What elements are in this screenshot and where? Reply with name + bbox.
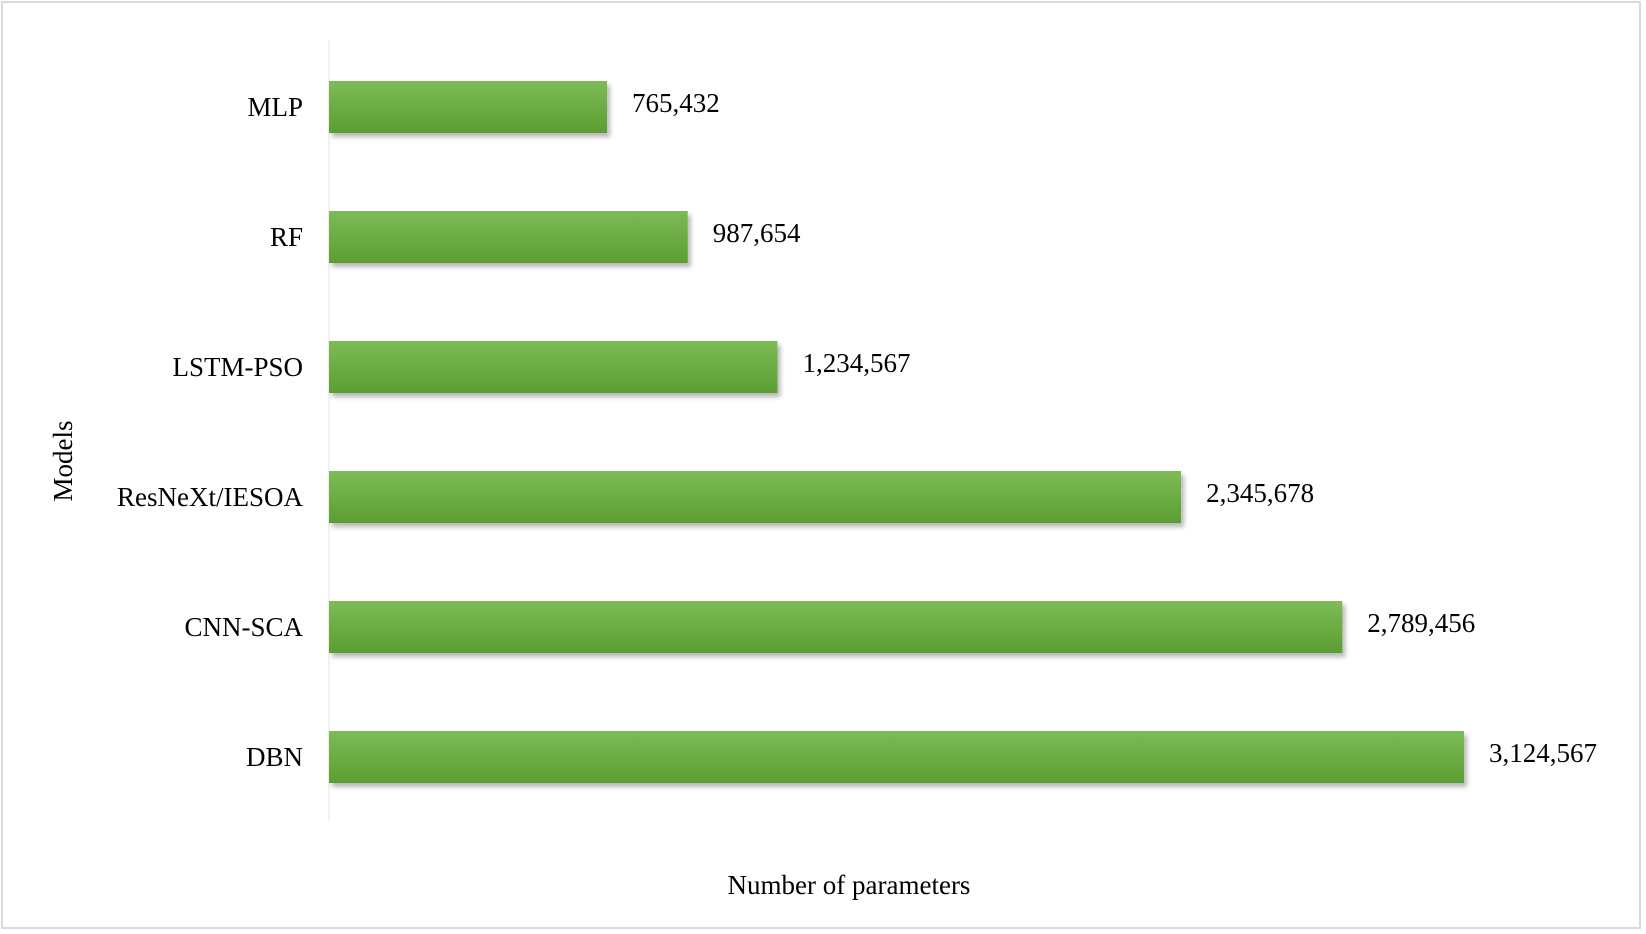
bar-chart: MLP 765,432 RF 987,654 LSTM-PSO 1,234,567 ResN… — [48, 41, 1597, 900]
data-label: 3,124,567 — [1489, 738, 1597, 768]
x-axis-title: Number of parameters — [728, 870, 971, 900]
category-label: LSTM-PSO — [172, 352, 303, 382]
bars-layer — [329, 81, 1464, 783]
bar-lstm-pso — [329, 341, 778, 393]
bar-rf — [329, 211, 688, 263]
category-label: RF — [270, 222, 303, 252]
bar-cnn-sca — [329, 601, 1343, 653]
data-label: 2,345,678 — [1206, 478, 1314, 508]
bar-dbn — [329, 731, 1464, 783]
y-axis-title: Models — [48, 421, 78, 502]
data-label: 1,234,567 — [802, 348, 910, 378]
category-label: DBN — [246, 742, 303, 772]
bar-resnext-iesoa — [329, 471, 1182, 523]
data-label: 2,789,456 — [1367, 608, 1475, 638]
labels-layer: MLP 765,432 RF 987,654 LSTM-PSO 1,234,567 ResN… — [117, 88, 1597, 772]
bar-mlp — [329, 81, 608, 133]
category-label: MLP — [247, 92, 303, 122]
data-label: 765,432 — [632, 88, 720, 118]
category-label: ResNeXt/IESOA — [117, 482, 303, 512]
category-label: CNN-SCA — [184, 612, 303, 642]
data-label: 987,654 — [713, 218, 801, 248]
